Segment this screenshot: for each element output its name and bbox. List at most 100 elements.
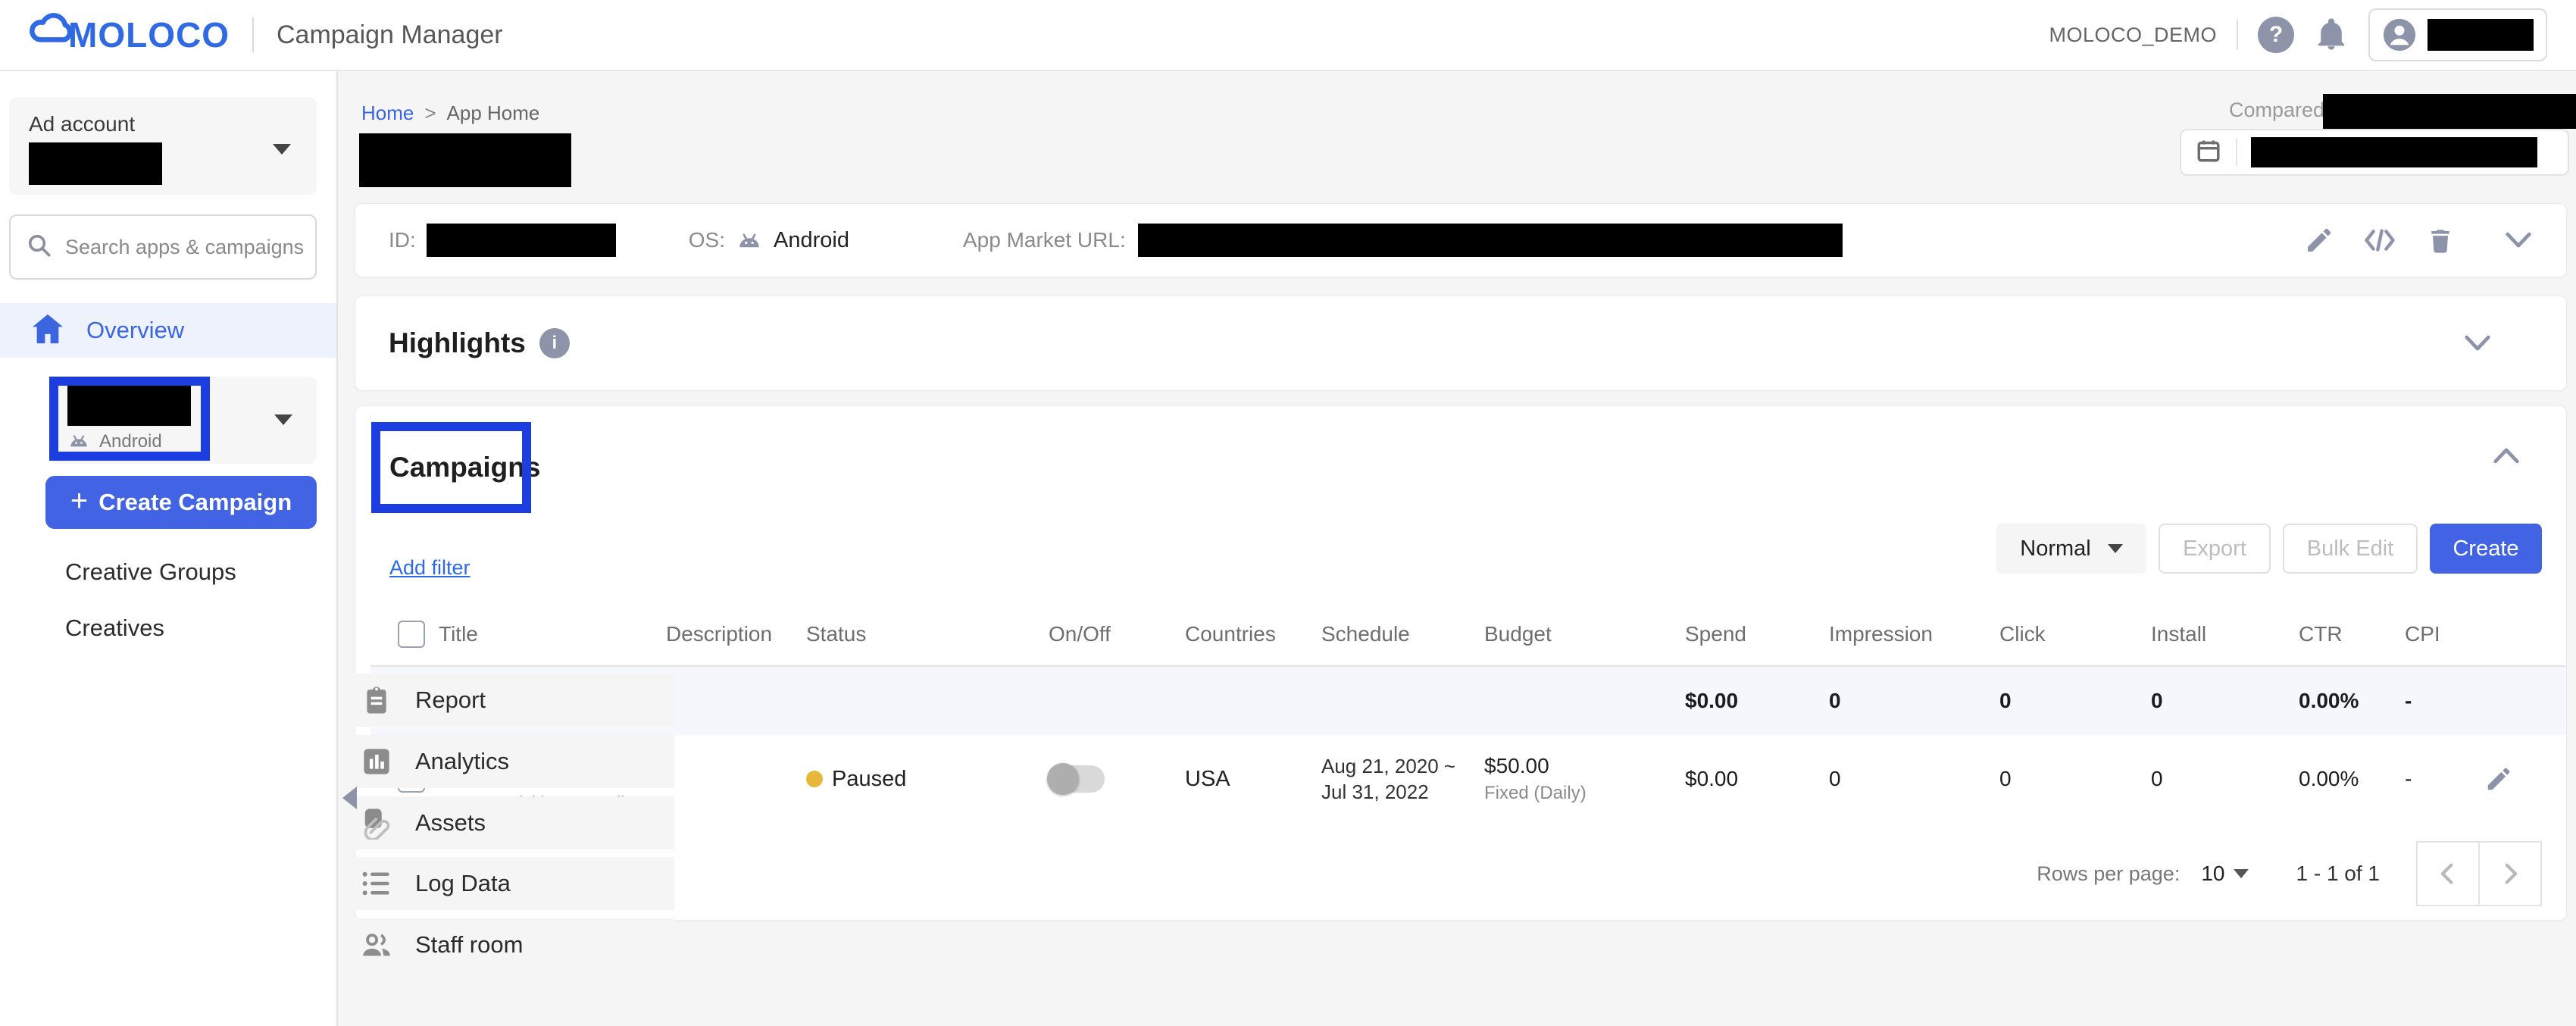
analytics-bar-chart-icon [359, 746, 394, 777]
create-campaign-label: Create Campaign [98, 489, 292, 515]
status-label: Paused [832, 766, 907, 791]
pagination-range: 1 - 1 of 1 [2296, 862, 2380, 885]
home-icon [30, 313, 65, 349]
campaign-spend: $0.00 [1685, 767, 1739, 790]
export-button[interactable]: Export [2159, 524, 2271, 574]
campaign-click: 0 [1999, 767, 2012, 790]
sidebar-item-log-data[interactable]: Log Data [338, 857, 674, 910]
breadcrumb: Home > App Home [361, 102, 539, 125]
total-impression: 0 [1829, 689, 1841, 712]
notifications-bell-icon[interactable] [2314, 17, 2349, 52]
divider [2236, 139, 2237, 166]
sidebar-item-label: Assets [415, 809, 486, 836]
user-avatar-icon [2382, 17, 2417, 52]
info-icon[interactable]: i [539, 328, 570, 358]
previous-page-button[interactable] [2416, 841, 2480, 906]
report-clipboard-icon [359, 683, 394, 717]
column-header-status: Status [806, 622, 867, 646]
app-selector[interactable]: Android [49, 377, 317, 464]
main-content: Home > App Home Compared | ID: OS: Andro… [338, 71, 2576, 1026]
campaign-impression: 0 [1829, 767, 1841, 790]
chevron-down-icon [2234, 869, 2249, 878]
plus-icon: + [70, 483, 89, 518]
campaign-ctr: 0.00% [2299, 767, 2359, 790]
assets-paperclip-icon [359, 806, 394, 840]
chevron-down-icon [273, 144, 291, 155]
column-header-spend: Spend [1685, 622, 1746, 646]
top-header: MOLOCO Campaign Manager MOLOCO_DEMO ? [0, 0, 2576, 71]
collapse-sidebar-icon[interactable] [342, 787, 357, 809]
delete-icon[interactable] [2425, 224, 2456, 256]
sidebar-item-overview[interactable]: Overview [0, 303, 336, 358]
rows-per-page-select[interactable]: 10 [2201, 862, 2249, 886]
sidebar-item-staff-room[interactable]: Staff room [338, 918, 674, 971]
sidebar-item-report[interactable]: Report [338, 674, 674, 727]
campaigns-section: Campaigns Add filter Normal Export Bulk … [355, 405, 2567, 921]
total-cpi: - [2405, 689, 2412, 712]
date-range-picker[interactable] [2180, 129, 2569, 176]
redacted-compared-range [2323, 94, 2576, 129]
sidebar-item-creatives[interactable]: Creatives [0, 602, 336, 655]
app-market-url-label: App Market URL: [962, 228, 1126, 252]
account-name: MOLOCO_DEMO [2049, 23, 2217, 46]
campaign-on-off-toggle[interactable] [1047, 763, 1105, 795]
chevron-down-icon[interactable] [2463, 333, 2492, 353]
sidebar-item-label: Creatives [65, 615, 164, 641]
select-all-checkbox[interactable] [398, 621, 425, 648]
chevron-down-icon[interactable] [2504, 230, 2533, 250]
column-header-schedule: Schedule [1321, 622, 1410, 646]
campaign-cpi: - [2405, 767, 2412, 790]
ad-account-selector[interactable]: Ad account [9, 97, 317, 195]
sidebar-item-label: Staff room [415, 931, 524, 958]
help-icon[interactable]: ? [2258, 17, 2294, 53]
sidebar-item-analytics[interactable]: Analytics [338, 735, 674, 788]
toggle-knob [1047, 763, 1079, 795]
calendar-icon [2195, 137, 2222, 168]
redacted-user-name [2428, 19, 2534, 51]
next-page-button[interactable] [2478, 841, 2542, 906]
breadcrumb-current: App Home [446, 102, 540, 124]
app-info-bar: ID: OS: Android App Market URL: [355, 203, 2567, 277]
moloco-logo[interactable]: MOLOCO [29, 12, 230, 55]
sidebar-item-assets[interactable]: Assets [338, 796, 674, 849]
user-menu[interactable] [2368, 8, 2547, 61]
column-header-ctr: CTR [2299, 622, 2343, 646]
total-install: 0 [2151, 689, 2163, 712]
compared-label: Compared | [2229, 99, 2336, 121]
code-icon[interactable] [2363, 225, 2396, 255]
paused-status-dot [806, 771, 823, 787]
bulk-edit-button[interactable]: Bulk Edit [2283, 524, 2418, 574]
row-edit-icon[interactable] [2484, 765, 2566, 793]
total-spend: $0.00 [1685, 689, 1739, 712]
header-divider [2237, 20, 2238, 50]
edit-icon[interactable] [2304, 225, 2334, 255]
breadcrumb-home-link[interactable]: Home [361, 102, 414, 124]
redacted-app-id [426, 224, 616, 257]
add-filter-link[interactable]: Add filter [389, 556, 470, 579]
app-id-label: ID: [389, 228, 416, 252]
chevron-down-icon [2107, 544, 2123, 553]
sidebar-item-label: Analytics [415, 748, 510, 774]
rows-per-page-value: 10 [2201, 862, 2225, 885]
search-input[interactable] [65, 235, 315, 259]
column-header-description: Description [666, 622, 773, 646]
view-mode-dropdown[interactable]: Normal [1996, 524, 2146, 574]
redacted-ad-account-name [29, 142, 162, 185]
sidebar: Ad account Overview Android + Create Cam… [0, 71, 674, 1026]
logo-text: MOLOCO [68, 15, 230, 55]
column-header-impression: Impression [1829, 622, 1933, 646]
rows-per-page-label: Rows per page: [2037, 862, 2181, 885]
column-header-install: Install [2151, 622, 2207, 646]
sidebar-item-label: Log Data [415, 870, 511, 896]
create-button[interactable]: Create [2430, 524, 2542, 574]
campaigns-title: Campaigns [389, 452, 541, 483]
campaign-install: 0 [2151, 767, 2163, 790]
chevron-up-icon[interactable] [2492, 446, 2521, 469]
sidebar-item-creative-groups[interactable]: Creative Groups [0, 546, 336, 599]
create-campaign-button[interactable]: + Create Campaign [45, 476, 317, 529]
schedule-start: Aug 21, 2020 ~ [1321, 755, 1456, 777]
redacted-app-name [67, 386, 191, 426]
campaigns-table: Title Description Status On/Off Countrie… [370, 603, 2566, 823]
sidebar-item-label: Creative Groups [65, 558, 236, 585]
sidebar-item-label: Overview [86, 317, 185, 343]
